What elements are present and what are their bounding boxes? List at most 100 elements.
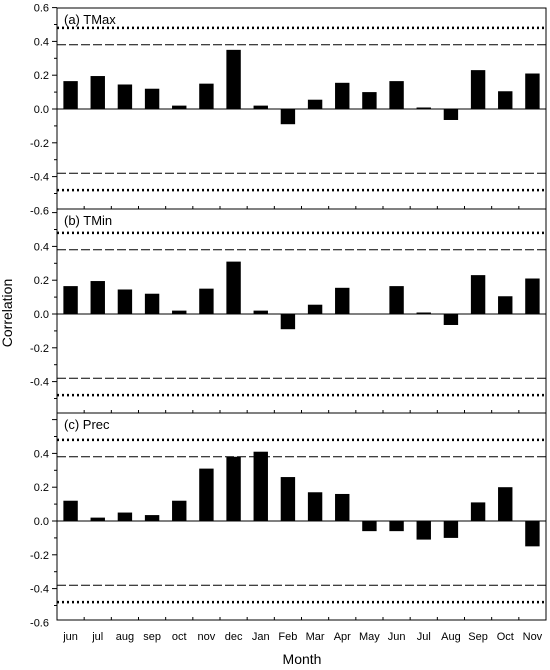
bar-Jul: [416, 312, 431, 314]
bar-Jun: [389, 286, 404, 314]
panel-title: (c) Prec: [64, 417, 110, 432]
panel-3: -0.6 -0.4 -0.2 0.0 0.2 0.4 (c) Prec: [30, 412, 547, 629]
chart-panels: -0.6 -0.4 -0.2 0.0 0.2 0.4 0.6 (a) TMax -0.4 -0.2…: [30, 3, 547, 643]
y-tick-label: 0.6: [34, 3, 49, 15]
x-axis-title: Month: [283, 651, 322, 667]
bar-Nov: [525, 73, 540, 109]
bar-Sep: [470, 275, 486, 314]
bar-dec: [226, 49, 241, 109]
y-tick-label: -0.6: [30, 617, 49, 629]
bar-aug: [117, 512, 133, 521]
panel-title: (a) TMax: [64, 12, 116, 27]
y-tick-label: 0.2: [34, 275, 49, 287]
x-tick-label-dec: dec: [225, 631, 243, 643]
x-tick-label-May: May: [359, 631, 380, 643]
bar-nov: [199, 468, 214, 521]
bar-jun: [63, 500, 78, 521]
x-tick-label-aug: aug: [116, 631, 134, 643]
bar-oct: [172, 105, 187, 109]
bar-Jul: [416, 107, 431, 109]
x-tick-label-Sep: Sep: [468, 631, 488, 643]
bar-Jan: [253, 310, 268, 314]
bar-oct: [172, 500, 187, 521]
bar-Jul: [416, 521, 431, 540]
y-tick-label: -0.4: [30, 377, 49, 389]
bar-May: [362, 521, 377, 532]
panel-1: -0.6 -0.4 -0.2 0.0 0.2 0.4 0.6 (a) TMax: [30, 3, 547, 217]
x-tick-label-Feb: Feb: [278, 631, 297, 643]
bar-Apr: [335, 287, 350, 314]
bar-Oct: [498, 296, 513, 314]
bar-nov: [199, 83, 214, 109]
y-tick-label: -0.2: [30, 343, 49, 355]
bar-oct: [172, 310, 187, 314]
x-tick-label-Jun: Jun: [388, 631, 406, 643]
bar-Jan: [253, 105, 268, 109]
y-tick-label: -0.4: [30, 172, 49, 184]
x-tick-label-nov: nov: [198, 631, 216, 643]
x-tick-labels: jun jul aug sep oct nov dec Jan Feb Mar Apr May Jun J…: [62, 631, 542, 643]
y-tick-label: -0.6: [30, 205, 49, 217]
bar-Aug: [443, 314, 459, 325]
bar-jul: [90, 281, 105, 314]
bar-May: [362, 92, 377, 109]
y-tick-label: -0.4: [30, 584, 49, 596]
y-tick-label: 0.0: [34, 104, 49, 116]
panel-frame: [56, 412, 547, 621]
bar-Aug: [443, 521, 459, 538]
bar-jun: [63, 81, 78, 109]
x-tick-label-Oct: Oct: [497, 631, 514, 643]
y-tick-label: -0.2: [30, 550, 49, 562]
panel-title: (b) TMin: [64, 213, 112, 228]
bar-aug: [117, 84, 133, 109]
bar-Feb: [280, 314, 296, 330]
bar-Mar: [307, 492, 323, 521]
bar-aug: [117, 289, 133, 314]
bar-Feb: [280, 477, 296, 521]
x-tick-label-Nov: Nov: [523, 631, 543, 643]
bar-Apr: [335, 82, 350, 109]
y-axis-title: Correlation: [0, 279, 15, 347]
y-tick-label: 0.4: [34, 448, 49, 460]
x-tick-label-Jul: Jul: [417, 631, 431, 643]
bar-Mar: [307, 99, 323, 109]
panel-2: -0.4 -0.2 0.0 0.2 0.4 (b) TMin: [30, 208, 547, 414]
x-tick-label-sep: sep: [143, 631, 161, 643]
bar-jul: [90, 76, 105, 109]
bar-Jun: [389, 521, 404, 532]
y-tick-label: 0.0: [34, 516, 49, 528]
x-tick-label-Mar: Mar: [306, 631, 325, 643]
bar-Sep: [470, 70, 486, 109]
y-tick-label: 0.0: [34, 309, 49, 321]
bar-Mar: [307, 304, 323, 314]
bar-Feb: [280, 109, 296, 125]
bar-dec: [226, 456, 241, 521]
bar-Jan: [253, 451, 268, 521]
bar-Oct: [498, 91, 513, 109]
x-tick-label-jun: jun: [62, 631, 78, 643]
y-tick-label: 0.4: [34, 241, 49, 253]
x-tick-label-oct: oct: [172, 631, 187, 643]
bar-Jun: [389, 81, 404, 109]
x-tick-label-Apr: Apr: [334, 631, 351, 643]
bar-Nov: [525, 278, 540, 314]
bar-Apr: [335, 493, 350, 521]
bar-sep: [144, 515, 160, 521]
bar-jul: [90, 517, 105, 521]
y-tick-label: 0.4: [34, 36, 49, 48]
bar-Aug: [443, 109, 459, 120]
x-tick-label-Aug: Aug: [441, 631, 461, 643]
bar-dec: [226, 261, 241, 314]
y-tick-label: 0.2: [34, 70, 49, 82]
y-tick-label: -0.2: [30, 138, 49, 150]
bar-Sep: [470, 502, 486, 521]
x-tick-label-jul: jul: [91, 631, 103, 643]
bar-sep: [144, 293, 160, 314]
y-tick-label: 0.2: [34, 482, 49, 494]
bar-nov: [199, 288, 214, 314]
bar-Oct: [498, 487, 513, 521]
bar-Nov: [525, 521, 540, 547]
bar-jun: [63, 286, 78, 314]
bar-sep: [144, 88, 160, 109]
